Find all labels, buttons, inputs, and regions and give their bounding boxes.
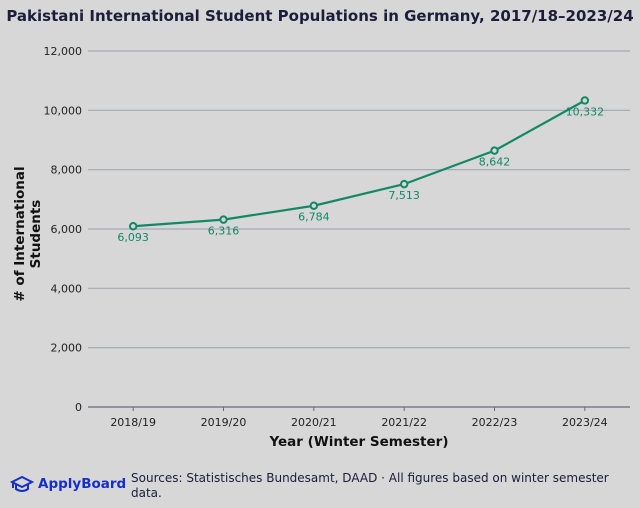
y-tick-label: 8,000: [51, 164, 83, 177]
y-tick-label: 12,000: [44, 45, 83, 58]
graduation-cap-icon: [10, 475, 34, 492]
data-label: 10,332: [566, 105, 605, 118]
data-label: 6,784: [298, 211, 330, 224]
x-tick-label: 2019/20: [201, 416, 247, 429]
data-label: 7,513: [388, 189, 420, 202]
y-tick-label: 10,000: [44, 104, 83, 117]
y-tick-label: 2,000: [51, 342, 83, 355]
data-point: [128, 222, 138, 231]
source-note: Sources: Statistisches Bundesamt, DAAD ·…: [131, 471, 609, 500]
y-tick-label: 0: [75, 401, 82, 414]
y-axis-label: # of International Students: [12, 166, 44, 302]
y-tick-label: 4,000: [51, 282, 83, 295]
logo-text: ApplyBoard: [38, 476, 127, 492]
x-tick-label: 2021/22: [381, 416, 427, 429]
data-point: [399, 179, 409, 189]
series-line: [133, 99, 586, 228]
data-point: [490, 146, 499, 155]
x-axis-label: Year (Winter Semester): [269, 434, 449, 450]
y-tick-label: 6,000: [51, 223, 83, 236]
data-point: [580, 96, 590, 105]
data-point: [309, 201, 319, 210]
x-tick-label: 2018/19: [110, 416, 156, 429]
data-label: 6,316: [208, 225, 240, 238]
chart-title: Pakistani International Student Populati…: [6, 7, 634, 25]
data-label: 8,642: [479, 156, 511, 169]
applyboard-logo: ApplyBoard: [10, 475, 126, 493]
data-point: [219, 215, 228, 224]
data-label: 6,093: [117, 231, 149, 244]
x-tick-label: 2023/24: [562, 416, 608, 429]
x-tick-label: 2022/23: [472, 416, 518, 429]
x-tick-label: 2020/21: [291, 416, 337, 429]
